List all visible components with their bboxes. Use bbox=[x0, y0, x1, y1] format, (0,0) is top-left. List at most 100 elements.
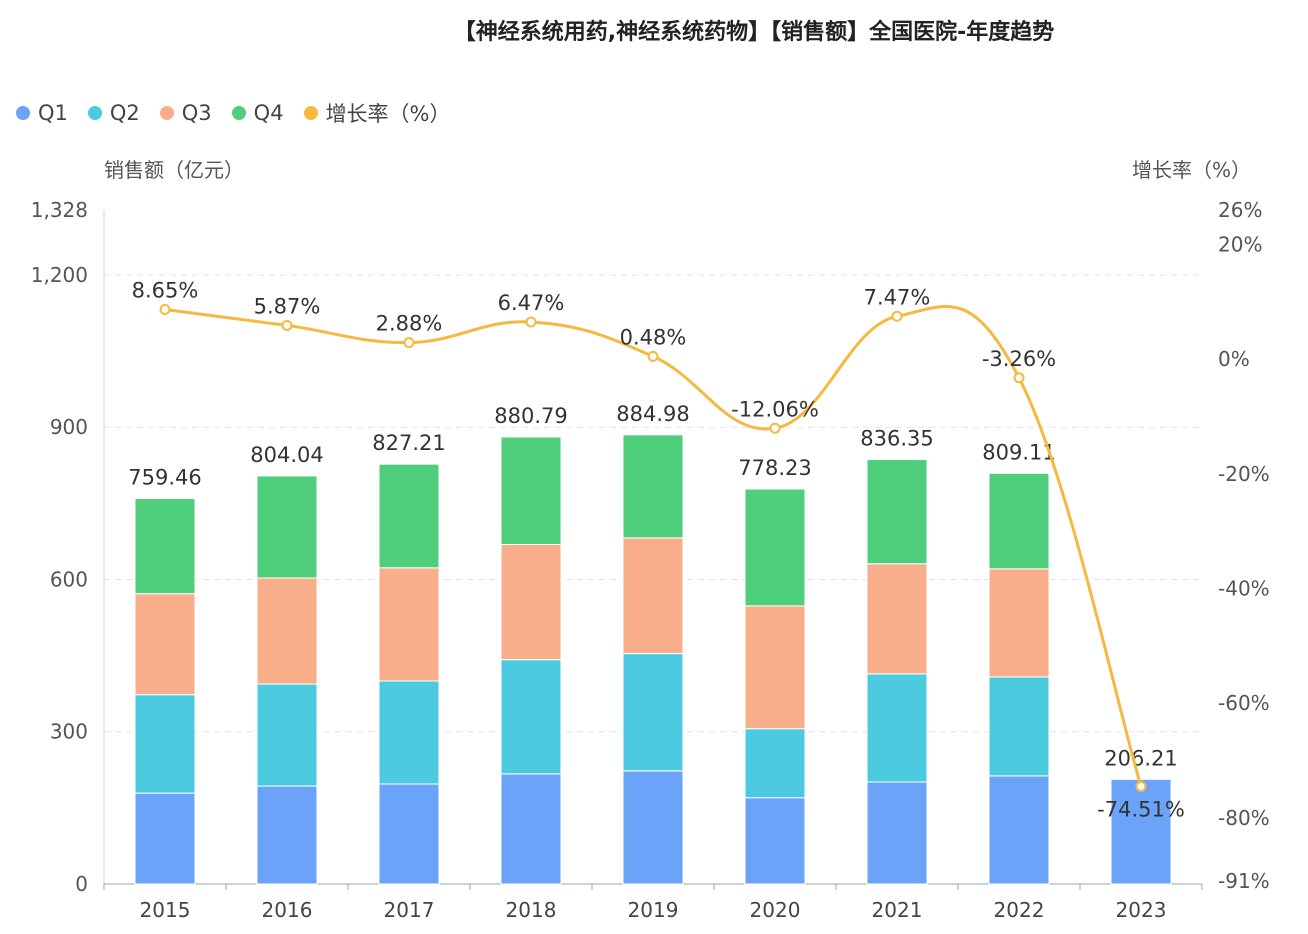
bar-Q4-2017 bbox=[378, 463, 440, 569]
bar-Q2-2020 bbox=[744, 728, 806, 799]
bar-Q2-2018 bbox=[500, 659, 562, 775]
right-axis-title: 增长率（%） bbox=[1132, 158, 1252, 182]
left-axis-title: 销售额（亿元） bbox=[104, 158, 244, 182]
growth-point-2016 bbox=[281, 319, 293, 331]
legend: Q1 Q2 Q3 Q4 增长率（%） bbox=[16, 98, 451, 128]
bar-Q4-2018 bbox=[500, 436, 562, 545]
growth-label: -3.26% bbox=[982, 347, 1056, 371]
bar-Q1-2015 bbox=[134, 792, 196, 885]
x-tick-label: 2017 bbox=[384, 898, 435, 922]
growth-label: 2.88% bbox=[376, 312, 443, 336]
y-tick-label: 300 bbox=[50, 720, 88, 744]
legend-label: Q2 bbox=[109, 101, 140, 125]
legend-label: Q1 bbox=[38, 101, 68, 125]
y2-tick-label: 0% bbox=[1218, 347, 1250, 371]
legend-item-growth[interactable]: 增长率（%） bbox=[303, 98, 451, 128]
bar-Q3-2017 bbox=[378, 567, 440, 682]
y2-tick-label: -80% bbox=[1218, 806, 1270, 830]
bar-Q3-2015 bbox=[134, 593, 196, 696]
bar-Q3-2016 bbox=[256, 577, 318, 685]
x-tick-label: 2023 bbox=[1116, 898, 1167, 922]
bar-Q1-2022 bbox=[988, 775, 1050, 885]
legend-label: 增长率（%） bbox=[325, 102, 451, 126]
legend-item-Q2[interactable]: Q2 bbox=[87, 98, 140, 128]
bar-Q4-2015 bbox=[134, 498, 196, 595]
y-tick-label: 600 bbox=[50, 567, 88, 591]
bar-Q1-2023 bbox=[1110, 778, 1172, 885]
growth-point-2019 bbox=[647, 350, 659, 362]
growth-label: -12.06% bbox=[731, 397, 819, 421]
total-label: 880.79 bbox=[494, 404, 567, 428]
y-tick-label: 900 bbox=[50, 415, 88, 439]
growth-point-2015 bbox=[159, 304, 171, 316]
bar-Q1-2016 bbox=[256, 785, 318, 885]
growth-line bbox=[164, 305, 1143, 787]
x-tick-label: 2019 bbox=[628, 898, 679, 922]
total-label: 836.35 bbox=[860, 427, 933, 451]
bar-Q3-2021 bbox=[866, 563, 928, 675]
growth-label: 6.47% bbox=[498, 291, 565, 315]
legend-label: Q4 bbox=[253, 101, 284, 125]
growth-label: -74.51% bbox=[1097, 797, 1185, 821]
growth-point-2017 bbox=[403, 337, 415, 349]
growth-point-2022 bbox=[1013, 372, 1025, 384]
bar-Q4-2022 bbox=[988, 472, 1050, 570]
bar-Q4-2016 bbox=[256, 475, 318, 579]
bar-Q4-2020 bbox=[744, 488, 806, 607]
bar-Q1-2021 bbox=[866, 781, 928, 885]
total-label: 206.21 bbox=[1104, 746, 1177, 770]
y2-tick-label: 20% bbox=[1218, 232, 1262, 256]
growth-label: 7.47% bbox=[864, 285, 931, 309]
legend-marker bbox=[231, 106, 246, 120]
total-label: 804.04 bbox=[250, 443, 323, 467]
bar-Q1-2019 bbox=[622, 770, 684, 885]
x-tick-label: 2018 bbox=[506, 898, 557, 922]
total-label: 884.98 bbox=[616, 402, 689, 426]
y2-tick-label: -60% bbox=[1218, 691, 1270, 715]
growth-point-2018 bbox=[525, 316, 537, 328]
bar-Q3-2020 bbox=[744, 605, 806, 730]
chart-title: 【神经系统用药,神经系统药物】【销售额】全国医院-年度趋势 bbox=[453, 20, 1055, 45]
y-tick-label: 1,200 bbox=[31, 263, 88, 287]
growth-label: 8.65% bbox=[132, 279, 199, 303]
y2-tick-label: -40% bbox=[1218, 577, 1270, 601]
y2-tick-label: -20% bbox=[1218, 462, 1270, 486]
bar-Q4-2021 bbox=[866, 459, 928, 565]
x-tick-label: 2022 bbox=[994, 898, 1045, 922]
growth-point-2020 bbox=[769, 422, 781, 434]
total-label: 809.11 bbox=[982, 440, 1055, 464]
y2-tick-label: -91% bbox=[1218, 869, 1270, 893]
bar-Q3-2022 bbox=[988, 568, 1050, 678]
legend-marker bbox=[159, 106, 174, 120]
bar-Q1-2018 bbox=[500, 773, 562, 885]
bar-Q2-2019 bbox=[622, 653, 684, 772]
legend-marker bbox=[16, 106, 30, 120]
bar-Q2-2021 bbox=[866, 673, 928, 783]
bar-Q2-2022 bbox=[988, 676, 1050, 777]
legend-item-Q3[interactable]: Q3 bbox=[159, 98, 212, 128]
total-label: 778.23 bbox=[738, 456, 811, 480]
bar-Q2-2015 bbox=[134, 694, 196, 794]
bar-Q4-2019 bbox=[622, 434, 684, 539]
bar-Q2-2016 bbox=[256, 683, 318, 787]
bar-Q2-2017 bbox=[378, 680, 440, 785]
bar-Q3-2018 bbox=[500, 543, 562, 661]
legend-label: Q3 bbox=[181, 101, 212, 125]
legend-marker bbox=[87, 106, 102, 120]
total-label: 827.21 bbox=[372, 431, 445, 455]
x-tick-label: 2021 bbox=[872, 898, 923, 922]
bar-Q1-2020 bbox=[744, 797, 806, 885]
y-tick-label: 0 bbox=[75, 872, 88, 896]
total-label: 759.46 bbox=[128, 466, 201, 490]
x-tick-label: 2016 bbox=[262, 898, 313, 922]
x-tick-label: 2015 bbox=[140, 898, 191, 922]
legend-item-Q4[interactable]: Q4 bbox=[231, 98, 284, 128]
legend-marker bbox=[303, 106, 318, 120]
x-tick-label: 2020 bbox=[750, 898, 801, 922]
legend-item-Q1[interactable]: Q1 bbox=[16, 98, 68, 128]
growth-point-2023 bbox=[1135, 780, 1147, 792]
growth-label: 5.87% bbox=[254, 294, 321, 318]
growth-point-2021 bbox=[891, 310, 903, 322]
